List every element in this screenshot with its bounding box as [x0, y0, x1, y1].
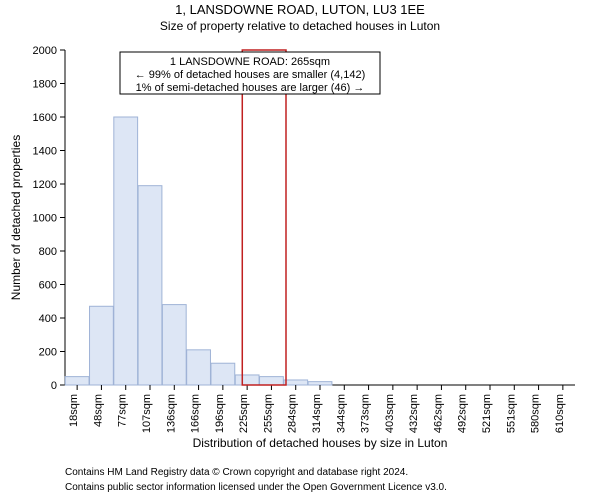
bar [65, 377, 89, 385]
x-tick-label: 462sqm [432, 394, 444, 433]
y-tick-label: 600 [39, 280, 57, 292]
chart-subtitle: Size of property relative to detached ho… [160, 19, 440, 33]
footer-line-1: Contains HM Land Registry data © Crown c… [65, 467, 408, 478]
x-axis-label: Distribution of detached houses by size … [193, 436, 448, 450]
y-tick-label: 1400 [33, 146, 57, 158]
x-tick-label: 551sqm [505, 394, 517, 433]
y-tick-label: 1000 [33, 213, 57, 225]
x-tick-label: 610sqm [554, 394, 566, 433]
x-tick-label: 18sqm [68, 394, 80, 427]
annotation-line3: 1% of semi-detached houses are larger (4… [136, 82, 365, 94]
bar [187, 350, 211, 385]
chart-title: 1, LANSDOWNE ROAD, LUTON, LU3 1EE [175, 2, 425, 17]
y-tick-label: 1200 [33, 179, 57, 191]
bar [308, 382, 332, 385]
x-tick-label: 344sqm [335, 394, 347, 433]
highlight-box [242, 50, 286, 385]
y-tick-label: 1800 [33, 79, 57, 91]
bar [211, 363, 235, 385]
x-tick-label: 373sqm [360, 394, 372, 433]
y-tick-label: 1600 [33, 112, 57, 124]
bar [162, 305, 186, 385]
annotation-line2: ← 99% of detached houses are smaller (4,… [135, 69, 366, 81]
x-tick-label: 580sqm [530, 394, 542, 433]
x-tick-label: 492sqm [457, 394, 469, 433]
x-tick-label: 255sqm [262, 394, 274, 433]
y-tick-label: 200 [39, 347, 57, 359]
y-tick-label: 2000 [33, 45, 57, 57]
x-tick-label: 432sqm [408, 394, 420, 433]
x-tick-label: 521sqm [481, 394, 493, 433]
x-tick-label: 107sqm [141, 394, 153, 433]
bar [235, 375, 259, 385]
x-tick-label: 196sqm [214, 394, 226, 433]
bar [90, 306, 114, 385]
bar [138, 186, 162, 385]
y-axis-label: Number of detached properties [9, 135, 23, 300]
chart-container: 1, LANSDOWNE ROAD, LUTON, LU3 1EE Size of… [0, 0, 600, 500]
x-tick-label: 136sqm [165, 394, 177, 433]
bar [284, 380, 308, 385]
bar [114, 117, 138, 385]
x-tick-label: 77sqm [117, 394, 129, 427]
x-tick-label: 403sqm [384, 394, 396, 433]
annotation-line1: 1 LANSDOWNE ROAD: 265sqm [170, 56, 330, 68]
footer-line-2: Contains public sector information licen… [65, 482, 447, 493]
y-tick-label: 0 [51, 380, 57, 392]
chart-svg: 1, LANSDOWNE ROAD, LUTON, LU3 1EE Size of… [0, 0, 600, 500]
y-tick-label: 400 [39, 313, 57, 325]
x-tick-label: 225sqm [238, 394, 250, 433]
x-tick-label: 166sqm [190, 394, 202, 433]
x-tick-label: 48sqm [92, 394, 104, 427]
x-tick-label: 284sqm [287, 394, 299, 433]
y-tick-label: 800 [39, 246, 57, 258]
x-tick-label: 314sqm [311, 394, 323, 433]
bar [260, 377, 284, 385]
